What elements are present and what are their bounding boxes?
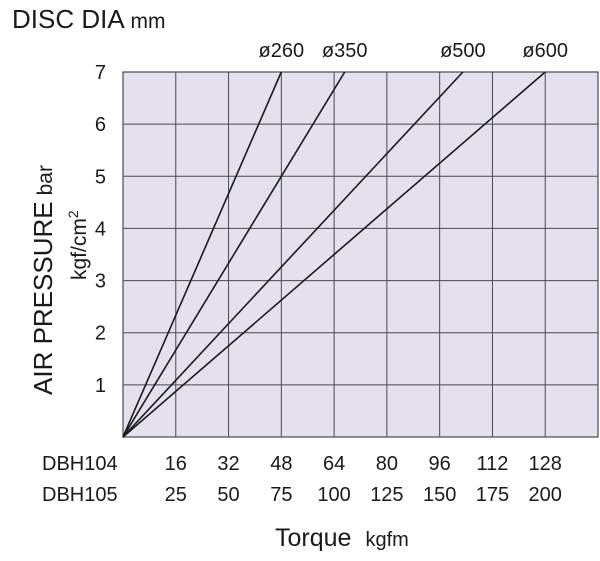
y-tick-label-1: 2: [95, 323, 106, 345]
series-lines: [122, 71, 546, 438]
y-axis-unit-secondary: kgf/cm2: [65, 210, 91, 280]
series-line-2: [122, 71, 464, 438]
x-tick-label-r0-0: 16: [165, 453, 187, 475]
y-tick-label-4: 5: [95, 166, 106, 188]
plot-frame: [122, 71, 599, 438]
y-tick-label-0: 1: [95, 375, 106, 397]
x-row-model-1: DBH105: [42, 484, 118, 506]
x-tick-label-r0-2: 48: [270, 453, 292, 475]
x-axis-title: Torque kgfm: [275, 524, 409, 553]
disc-dia-unit: mm: [130, 10, 166, 33]
x-axis-unit: kgfm: [365, 529, 409, 551]
x-tick-label-r0-3: 64: [323, 453, 345, 475]
y-axis-label: AIR PRESSUREbar: [28, 165, 58, 395]
series-line-0: [122, 71, 283, 438]
series-label-3: ø600: [522, 40, 568, 62]
disc-dia-label: DISC DIA: [12, 4, 124, 34]
x-tick-label-r1-4: 125: [370, 484, 403, 506]
x-tick-label-r0-4: 80: [376, 453, 398, 475]
x-tick-label-r1-7: 200: [529, 484, 562, 506]
y-axis-unit-kgf: kgf/cm2: [65, 210, 91, 280]
x-tick-label-r0-6: 112: [476, 453, 508, 475]
series-line-3: [122, 71, 546, 438]
x-row-model-0: DBH104: [42, 453, 118, 475]
series-label-1: ø350: [322, 40, 368, 62]
y-axis-title: AIR PRESSUREbar: [28, 165, 58, 395]
series-labels: ø260 ø350 ø500 ø600: [259, 40, 568, 62]
y-tick-label-2: 3: [95, 271, 106, 293]
y-tick-label-5: 6: [95, 114, 106, 136]
x-tick-labels: DBH104 16 32 48 64 80 96 112 128 DBH105 25 50 75 100 1…: [42, 453, 562, 506]
y-tick-label-6: 7: [95, 62, 106, 84]
series-label-2: ø500: [440, 40, 486, 62]
x-tick-label-r0-7: 128: [529, 453, 562, 475]
x-axis-label: Torque: [275, 524, 352, 552]
disc-dia-title: DISC DIA mm: [12, 4, 165, 35]
series-label-0: ø260: [259, 40, 305, 62]
x-tick-label-r1-2: 75: [270, 484, 292, 506]
grid: [123, 71, 598, 437]
x-tick-label-r1-6: 175: [476, 484, 509, 506]
x-tick-label-r1-1: 50: [217, 484, 239, 506]
y-tick-labels: 1 2 3 4 5 6 7: [95, 62, 106, 397]
x-tick-label-r0-1: 32: [217, 453, 239, 475]
plot-area: [123, 72, 598, 437]
series-line-1: [122, 71, 346, 438]
x-tick-label-r1-5: 150: [423, 484, 456, 506]
x-tick-label-r1-0: 25: [165, 484, 187, 506]
y-tick-label-3: 4: [95, 218, 106, 240]
x-tick-label-r1-3: 100: [317, 484, 350, 506]
x-tick-label-r0-5: 96: [429, 453, 451, 475]
